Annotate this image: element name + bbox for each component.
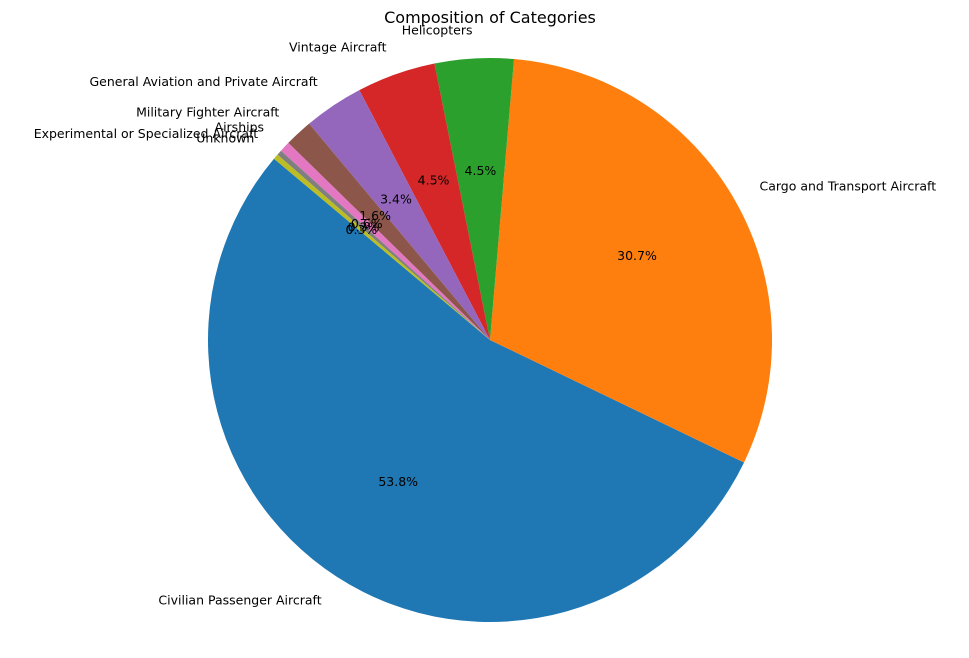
slice-label: Civilian Passenger Aircraft [158, 593, 321, 608]
slice-percentage-label: 4.5% [418, 172, 450, 187]
slice-percentage-label: 0.6% [351, 216, 383, 231]
percentage-labels: 53.8%30.7%4.5%4.5%3.4%1.6%0.6%0.3%0.3% [346, 163, 657, 489]
chart-title: Composition of Categories [384, 8, 596, 27]
pie-slice [309, 90, 490, 340]
slice-label: Vintage Aircraft [289, 40, 387, 55]
slice-percentage-label: 1.6% [359, 208, 391, 223]
slice-label: Unknown [196, 130, 254, 145]
pie-slice [280, 142, 490, 340]
pie-slice [359, 63, 490, 340]
slice-label: General Aviation and Private Aircraft [89, 74, 317, 89]
slice-labels: Civilian Passenger Aircraft Cargo and Tra… [34, 22, 936, 607]
pie-slice [434, 58, 515, 341]
slice-percentage-label: 0.3% [346, 222, 378, 237]
pie-slice [207, 158, 745, 623]
slice-label: Military Fighter Aircraft [136, 104, 279, 119]
slice-label: Helicopters [402, 22, 473, 37]
slice-label: Cargo and Transport Aircraft [759, 178, 936, 193]
pie-slice [490, 59, 772, 463]
slice-label: Airships [215, 119, 265, 134]
slice-percentage-label: 53.8% [378, 474, 418, 489]
pie-slice [288, 123, 490, 340]
pie-slices [207, 58, 772, 623]
slice-percentage-label: 30.7% [617, 248, 657, 263]
slice-percentage-label: 0.3% [348, 220, 380, 235]
pie-slice [277, 150, 490, 340]
pie-slice [273, 154, 490, 340]
slice-label: Experimental or Specialized Aircraft [34, 126, 259, 141]
slice-percentage-label: 4.5% [465, 163, 497, 178]
slice-percentage-label: 3.4% [380, 191, 412, 206]
